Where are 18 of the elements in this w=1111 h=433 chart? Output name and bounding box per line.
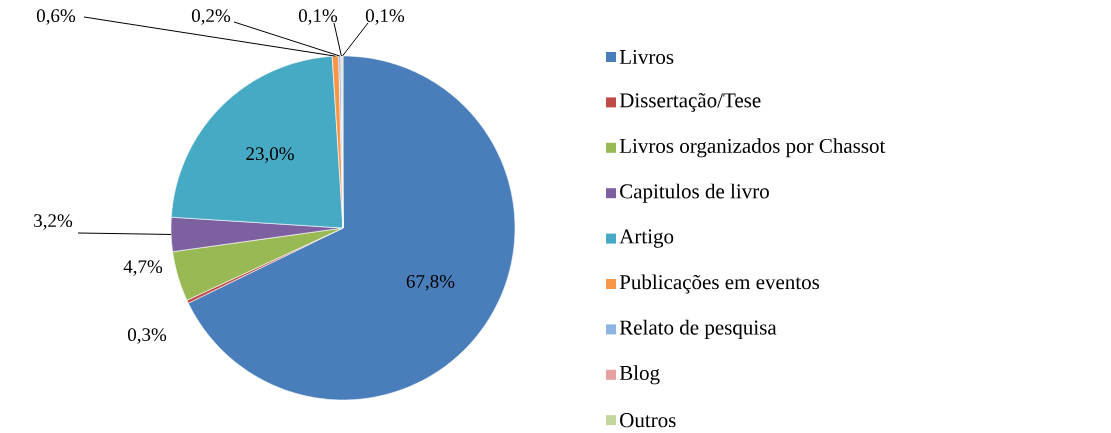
data-label: 0,3% — [127, 328, 167, 344]
legend-label: Blog — [619, 365, 660, 385]
legend-label: Outros — [620, 413, 676, 428]
legend-label: Publicações em eventos — [619, 274, 820, 294]
data-label: 0,6% — [36, 9, 76, 25]
legend-label: Relato de pesquisa — [619, 319, 777, 339]
legend-label: Capitulos de livro — [620, 183, 769, 203]
legend-label: Livros organizados por Chassot — [619, 138, 886, 158]
data-label: 23,0% — [246, 147, 294, 163]
data-label: 0,2% — [191, 9, 231, 25]
legend-label: Dissertação/Tese — [619, 93, 761, 112]
data-label: 3,2% — [34, 214, 73, 230]
legend-label: Livros — [619, 49, 674, 65]
data-label: 0,1% — [365, 9, 405, 25]
data-label: 0,1% — [298, 9, 338, 25]
legend-label: Artigo — [619, 229, 674, 248]
data-label: 67,8% — [406, 274, 455, 291]
data-label: 4,7% — [123, 260, 163, 276]
